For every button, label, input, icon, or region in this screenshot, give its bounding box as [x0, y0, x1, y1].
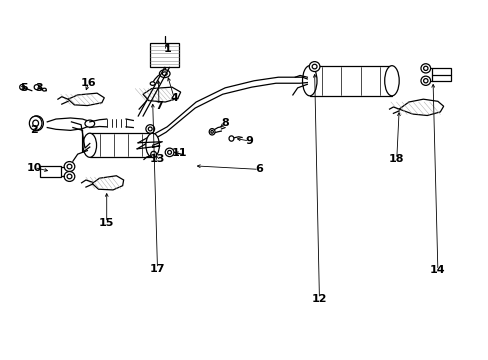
Text: 15: 15 — [99, 217, 114, 228]
Text: 18: 18 — [388, 154, 404, 164]
Text: 13: 13 — [149, 154, 165, 164]
Bar — [150, 43, 179, 67]
Ellipse shape — [159, 70, 170, 77]
Ellipse shape — [150, 82, 155, 85]
Ellipse shape — [302, 66, 316, 96]
Text: 14: 14 — [429, 265, 445, 275]
Text: 7: 7 — [155, 100, 163, 111]
Ellipse shape — [209, 129, 215, 135]
Text: 16: 16 — [81, 77, 97, 87]
Text: 9: 9 — [245, 136, 253, 146]
Ellipse shape — [33, 125, 35, 127]
Ellipse shape — [145, 133, 159, 157]
Ellipse shape — [39, 125, 41, 127]
Ellipse shape — [64, 162, 75, 171]
Ellipse shape — [145, 125, 154, 133]
Ellipse shape — [420, 76, 430, 85]
Ellipse shape — [42, 88, 46, 91]
Text: 12: 12 — [311, 294, 326, 304]
Text: 8: 8 — [221, 118, 228, 128]
Text: 3: 3 — [35, 83, 43, 93]
Ellipse shape — [39, 120, 41, 121]
Polygon shape — [92, 176, 123, 190]
Bar — [431, 68, 450, 81]
Ellipse shape — [384, 66, 398, 96]
Ellipse shape — [34, 85, 39, 90]
Ellipse shape — [33, 120, 35, 121]
Ellipse shape — [64, 171, 75, 181]
Ellipse shape — [29, 116, 42, 130]
Ellipse shape — [150, 151, 156, 158]
Ellipse shape — [228, 136, 233, 141]
Ellipse shape — [30, 116, 43, 131]
Ellipse shape — [308, 62, 319, 72]
Ellipse shape — [20, 85, 24, 90]
Text: 1: 1 — [163, 44, 171, 54]
Text: 17: 17 — [149, 264, 165, 274]
Polygon shape — [398, 99, 443, 116]
Ellipse shape — [420, 64, 430, 73]
Polygon shape — [142, 87, 180, 102]
Text: 6: 6 — [255, 165, 263, 174]
Ellipse shape — [83, 133, 96, 157]
Ellipse shape — [85, 120, 95, 127]
Text: 4: 4 — [170, 94, 178, 103]
Polygon shape — [68, 93, 104, 105]
Bar — [41, 166, 61, 177]
Ellipse shape — [165, 148, 174, 157]
Text: 5: 5 — [20, 83, 27, 93]
Text: 2: 2 — [30, 125, 38, 135]
Text: 11: 11 — [171, 148, 186, 158]
Text: 10: 10 — [26, 163, 42, 172]
